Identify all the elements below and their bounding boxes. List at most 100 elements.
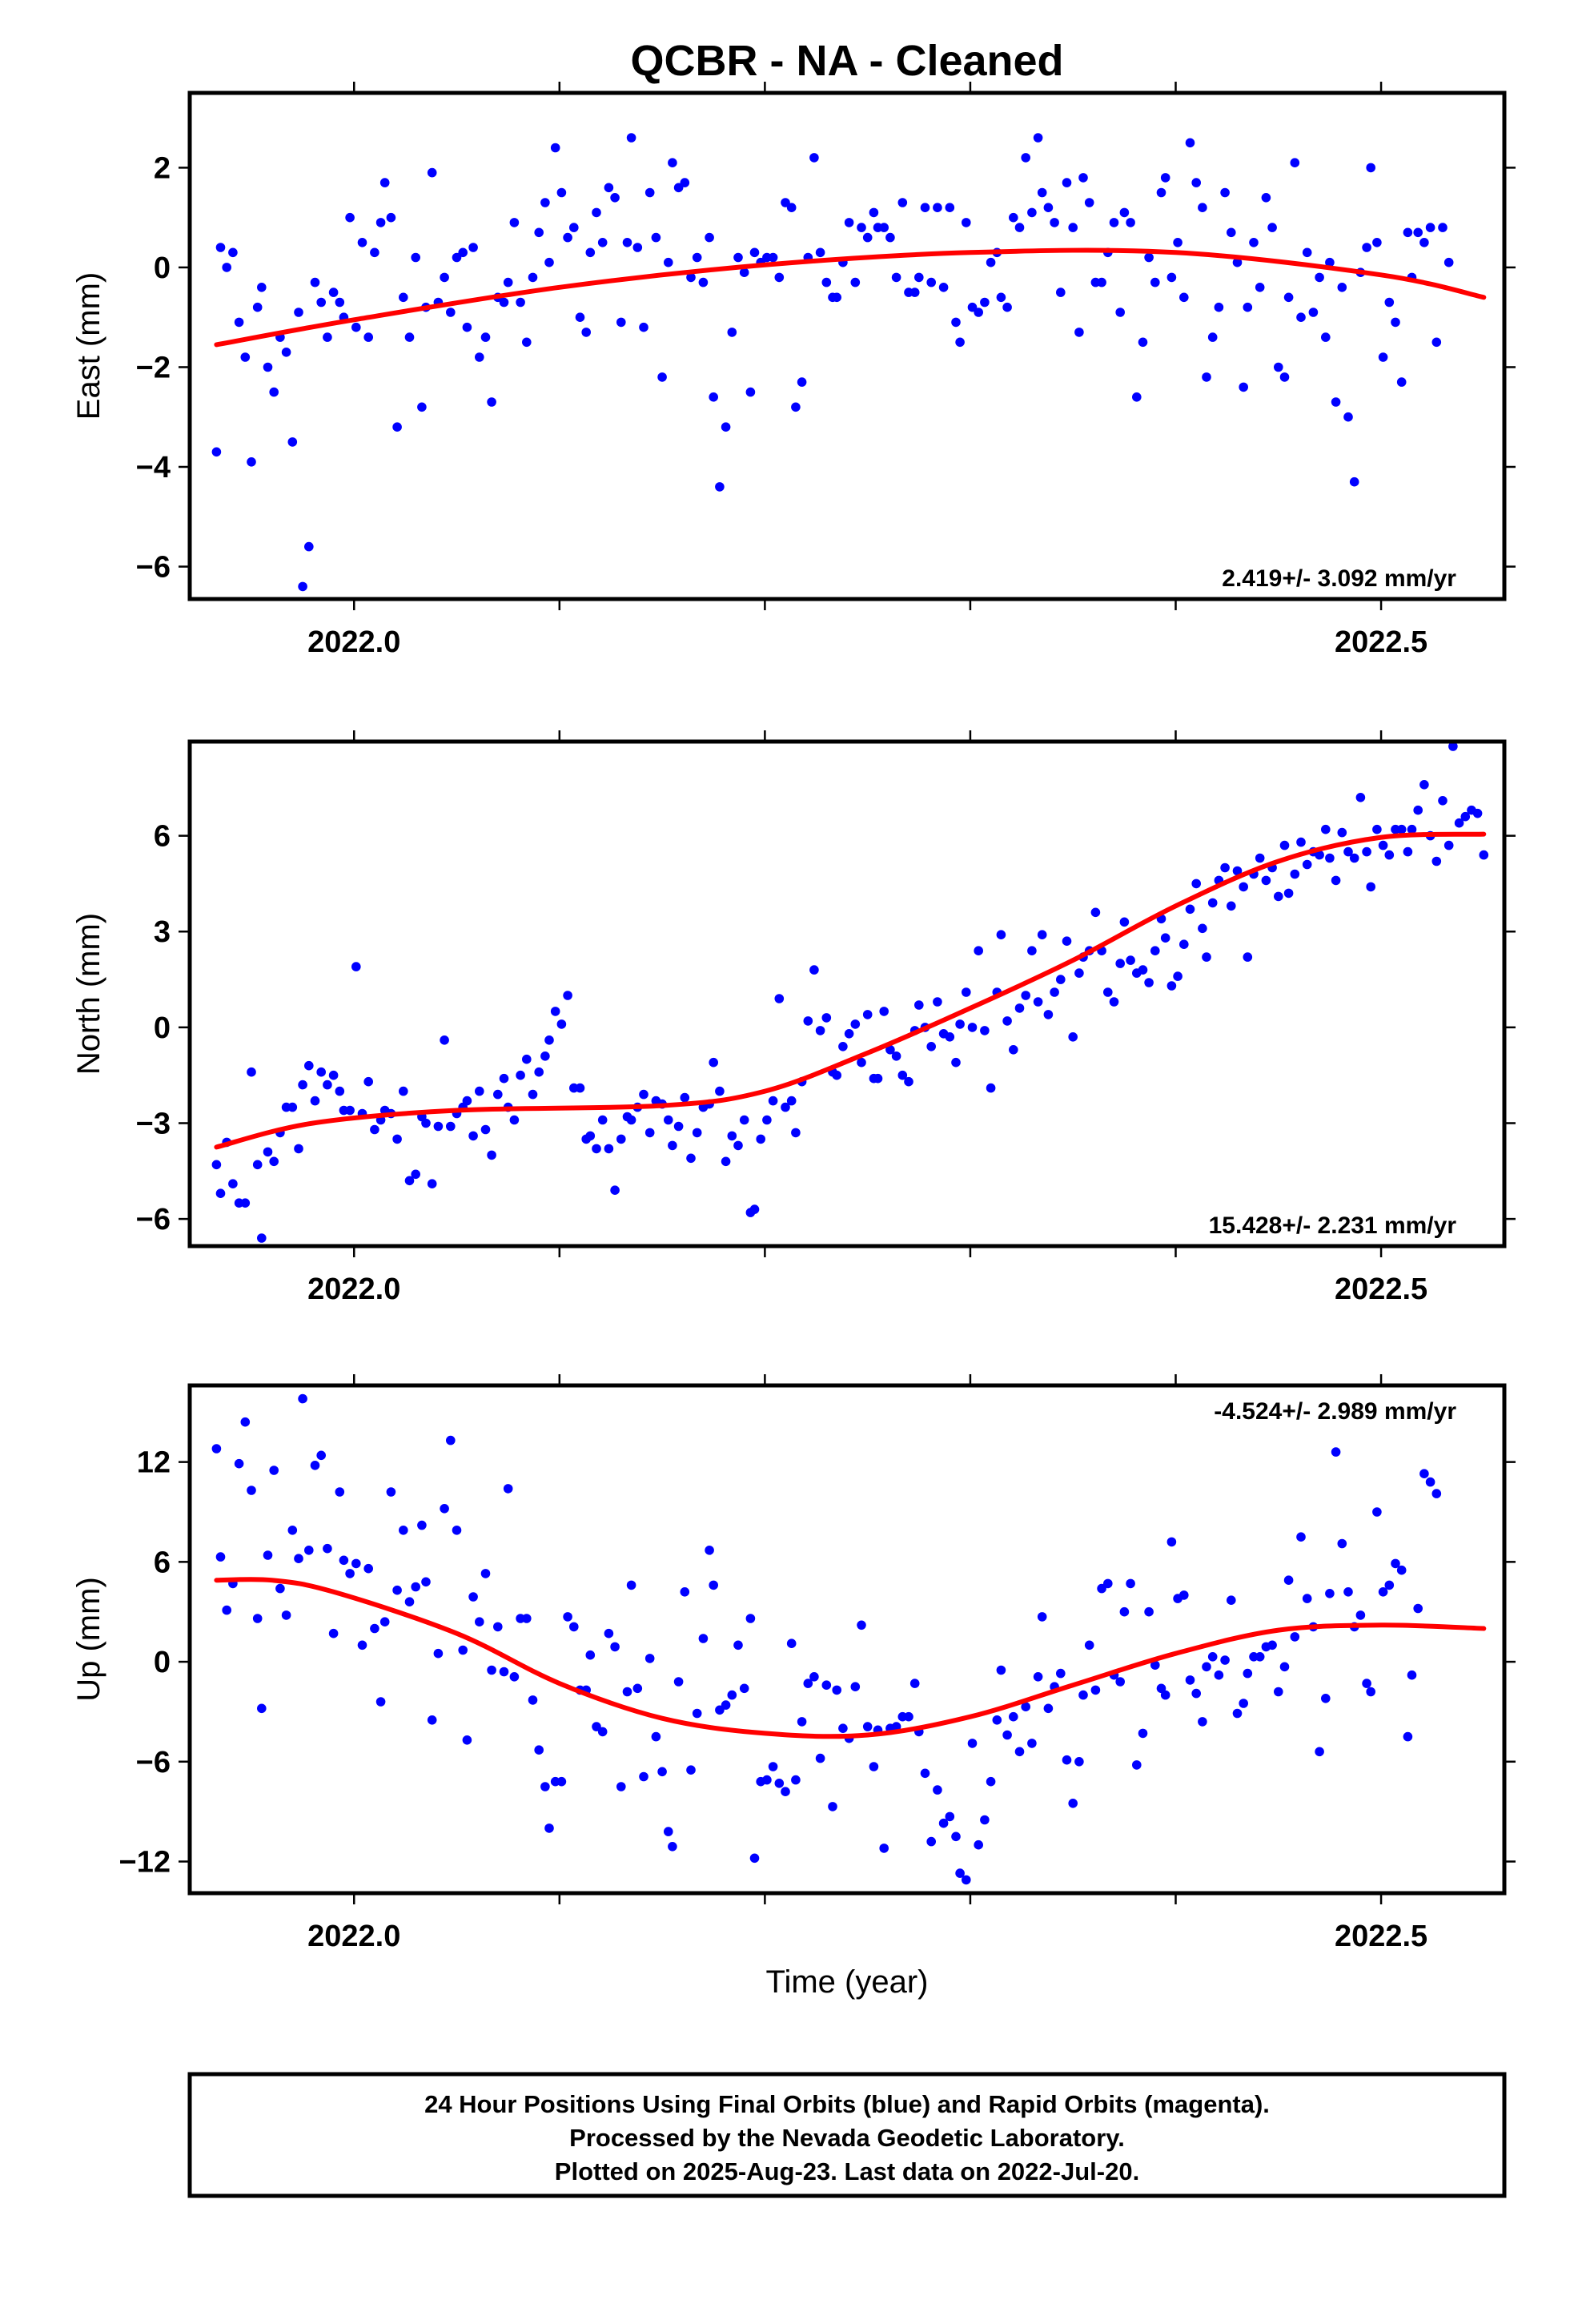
data-point: [528, 1089, 538, 1100]
data-point: [392, 1585, 402, 1595]
data-point: [1283, 1575, 1294, 1585]
data-point: [462, 322, 472, 332]
data-point: [215, 1552, 226, 1562]
y-axis-label: North (mm): [71, 913, 106, 1075]
data-point: [534, 1745, 544, 1755]
data-point: [1425, 223, 1435, 232]
data-point: [850, 277, 861, 287]
data-point: [632, 243, 643, 252]
data-point: [1321, 332, 1331, 342]
data-point: [263, 1147, 273, 1157]
data-point: [575, 1083, 585, 1093]
data-point: [768, 252, 778, 263]
data-point: [1378, 840, 1388, 850]
data-point: [739, 1683, 749, 1694]
data-point: [304, 1546, 314, 1555]
data-point: [1249, 238, 1259, 247]
data-point: [1115, 308, 1125, 317]
data-point: [698, 1634, 709, 1643]
data-point: [404, 1176, 415, 1186]
data-point: [1407, 824, 1417, 834]
data-point: [1074, 1757, 1084, 1767]
data-point: [1179, 939, 1189, 949]
data-point: [1243, 952, 1253, 962]
data-point: [651, 232, 661, 243]
data-point: [1419, 1469, 1429, 1478]
data-point: [1438, 223, 1447, 232]
data-point: [1214, 302, 1224, 312]
data-point: [370, 1124, 379, 1135]
data-point: [604, 183, 614, 193]
data-point: [1132, 392, 1142, 402]
data-points: [211, 0, 1476, 1885]
data-point: [287, 437, 298, 447]
data-point: [992, 1715, 1002, 1725]
data-point: [1239, 1699, 1248, 1708]
data-point: [774, 272, 785, 283]
data-point: [727, 1690, 737, 1700]
data-point: [1021, 153, 1030, 163]
x-tick-label: 2022.0: [307, 625, 400, 659]
data-point: [1372, 1507, 1382, 1517]
data-point: [1220, 862, 1230, 873]
data-point: [357, 1640, 367, 1651]
data-point: [487, 1665, 496, 1675]
data-point: [487, 1150, 496, 1160]
data-point: [715, 1086, 725, 1096]
data-point: [1413, 805, 1423, 815]
data-point: [475, 1086, 484, 1096]
data-point: [869, 1762, 879, 1771]
data-point: [1290, 869, 1300, 879]
y-tick-label: 6: [154, 1546, 171, 1579]
data-point: [575, 312, 585, 323]
data-point: [509, 1672, 520, 1682]
data-point: [1315, 1747, 1324, 1757]
data-point: [1255, 1652, 1265, 1662]
data-point: [967, 1739, 978, 1748]
data-point: [668, 158, 677, 167]
data-point: [252, 1160, 263, 1170]
data-point: [1296, 312, 1306, 323]
data-point: [1448, 742, 1458, 751]
data-point: [516, 1070, 525, 1080]
data-point: [357, 238, 367, 247]
data-point: [370, 1623, 379, 1634]
data-point: [1331, 1447, 1341, 1457]
data-point: [838, 1042, 848, 1051]
data-point: [1425, 1477, 1435, 1487]
data-point: [1056, 975, 1066, 984]
data-point: [1413, 1603, 1423, 1614]
data-point: [1279, 840, 1290, 850]
data-point: [503, 277, 513, 287]
data-point: [686, 272, 696, 283]
data-point: [1220, 187, 1230, 198]
data-point: [986, 1776, 996, 1787]
footer-line-1: 24 Hour Positions Using Final Orbits (bl…: [424, 2090, 1270, 2118]
data-point: [1325, 257, 1335, 267]
data-point: [610, 1185, 620, 1195]
data-point: [733, 1140, 743, 1151]
data-point: [974, 308, 983, 317]
data-point: [749, 1853, 760, 1864]
data-point: [797, 1717, 807, 1727]
data-point: [1391, 317, 1400, 328]
data-point: [879, 223, 889, 232]
data-point: [644, 1128, 655, 1138]
data-point: [540, 1051, 550, 1061]
data-point: [904, 1076, 913, 1087]
data-point: [499, 1667, 509, 1677]
data-point: [1002, 1730, 1012, 1740]
data-point: [433, 1648, 444, 1659]
data-point: [1331, 875, 1341, 886]
y-axis-label: Up (mm): [71, 1577, 106, 1702]
data-point: [1467, 0, 1476, 5]
data-point: [328, 1628, 339, 1638]
data-point: [657, 372, 667, 382]
data-point: [844, 1029, 854, 1039]
data-point: [698, 277, 709, 287]
data-point: [739, 267, 749, 278]
data-point: [294, 308, 303, 317]
data-point: [1413, 227, 1423, 238]
data-point: [1232, 257, 1243, 267]
